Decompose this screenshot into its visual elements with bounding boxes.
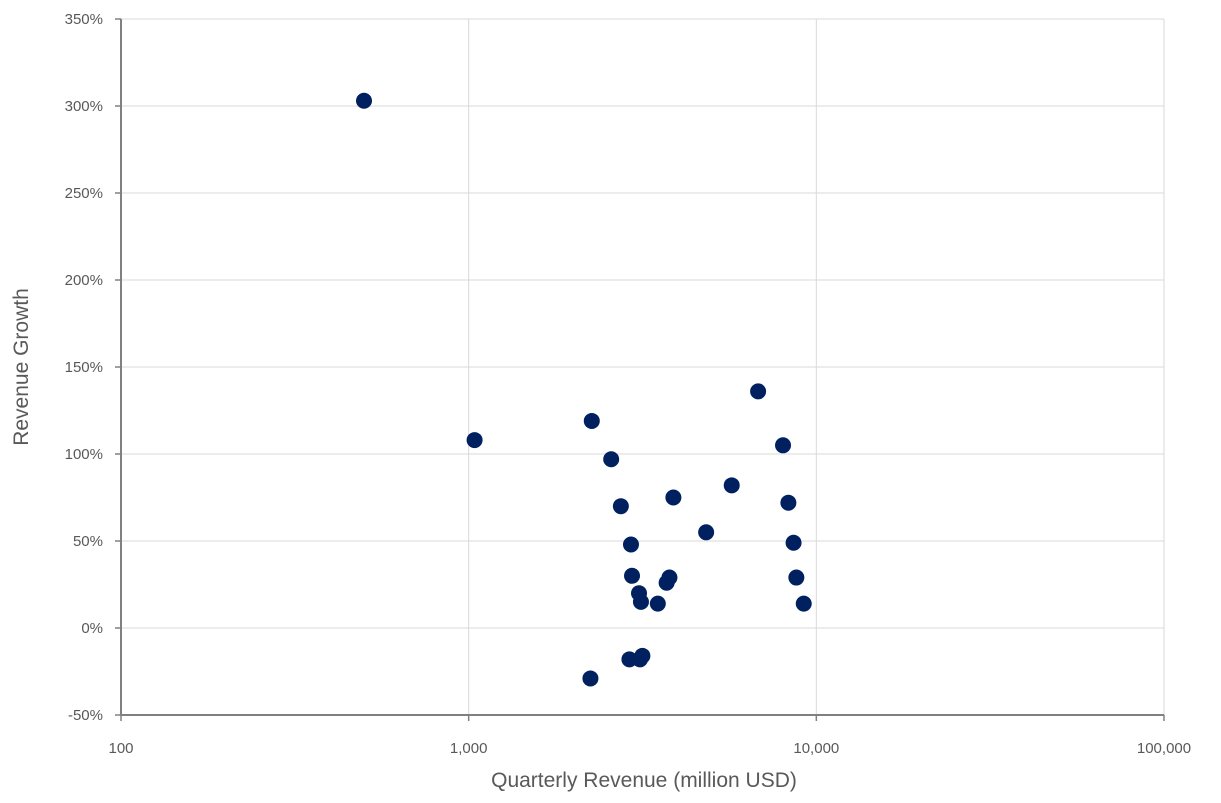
data-point — [356, 92, 373, 109]
y-tick-label: -50% — [68, 707, 103, 724]
data-point — [795, 595, 812, 612]
data-point — [649, 595, 666, 612]
data-point — [750, 383, 767, 400]
y-tick-label: 350% — [65, 11, 103, 28]
y-tick-label: 50% — [73, 533, 103, 550]
tick-labels: -50% 0% 50% 100% 150% 200% 250% 300% 350% 100 1,00… — [65, 11, 1191, 757]
data-point — [582, 670, 599, 687]
x-tick-label: 1,000 — [450, 740, 488, 757]
y-tick-label: 0% — [81, 620, 103, 637]
y-tick-label: 100% — [65, 446, 103, 463]
data-point — [622, 536, 639, 553]
data-point — [785, 534, 802, 551]
axes — [115, 18, 1165, 721]
x-axis-title: Quarterly Revenue (million USD) — [491, 769, 797, 792]
data-point — [632, 593, 649, 610]
data-point — [698, 524, 715, 541]
data-point — [788, 569, 805, 586]
grid-lines — [121, 18, 1165, 715]
data-point — [634, 647, 651, 664]
data-point — [612, 498, 629, 515]
y-tick-label: 300% — [65, 98, 103, 115]
data-points — [356, 92, 812, 687]
data-point — [665, 489, 682, 506]
data-point — [583, 412, 600, 429]
data-point — [466, 432, 483, 449]
data-point — [775, 437, 792, 454]
x-tick-label: 100,000 — [1137, 740, 1191, 757]
x-tick-label: 10,000 — [793, 740, 839, 757]
y-axis-title: Revenue Growth — [10, 288, 33, 446]
data-point — [780, 494, 797, 511]
data-point — [624, 567, 641, 584]
x-tick-label: 100 — [108, 740, 133, 757]
data-point — [603, 451, 620, 468]
y-tick-label: 250% — [65, 185, 103, 202]
y-tick-label: 150% — [65, 359, 103, 376]
data-point — [661, 569, 678, 586]
y-tick-label: 200% — [65, 272, 103, 289]
data-point — [723, 477, 740, 494]
